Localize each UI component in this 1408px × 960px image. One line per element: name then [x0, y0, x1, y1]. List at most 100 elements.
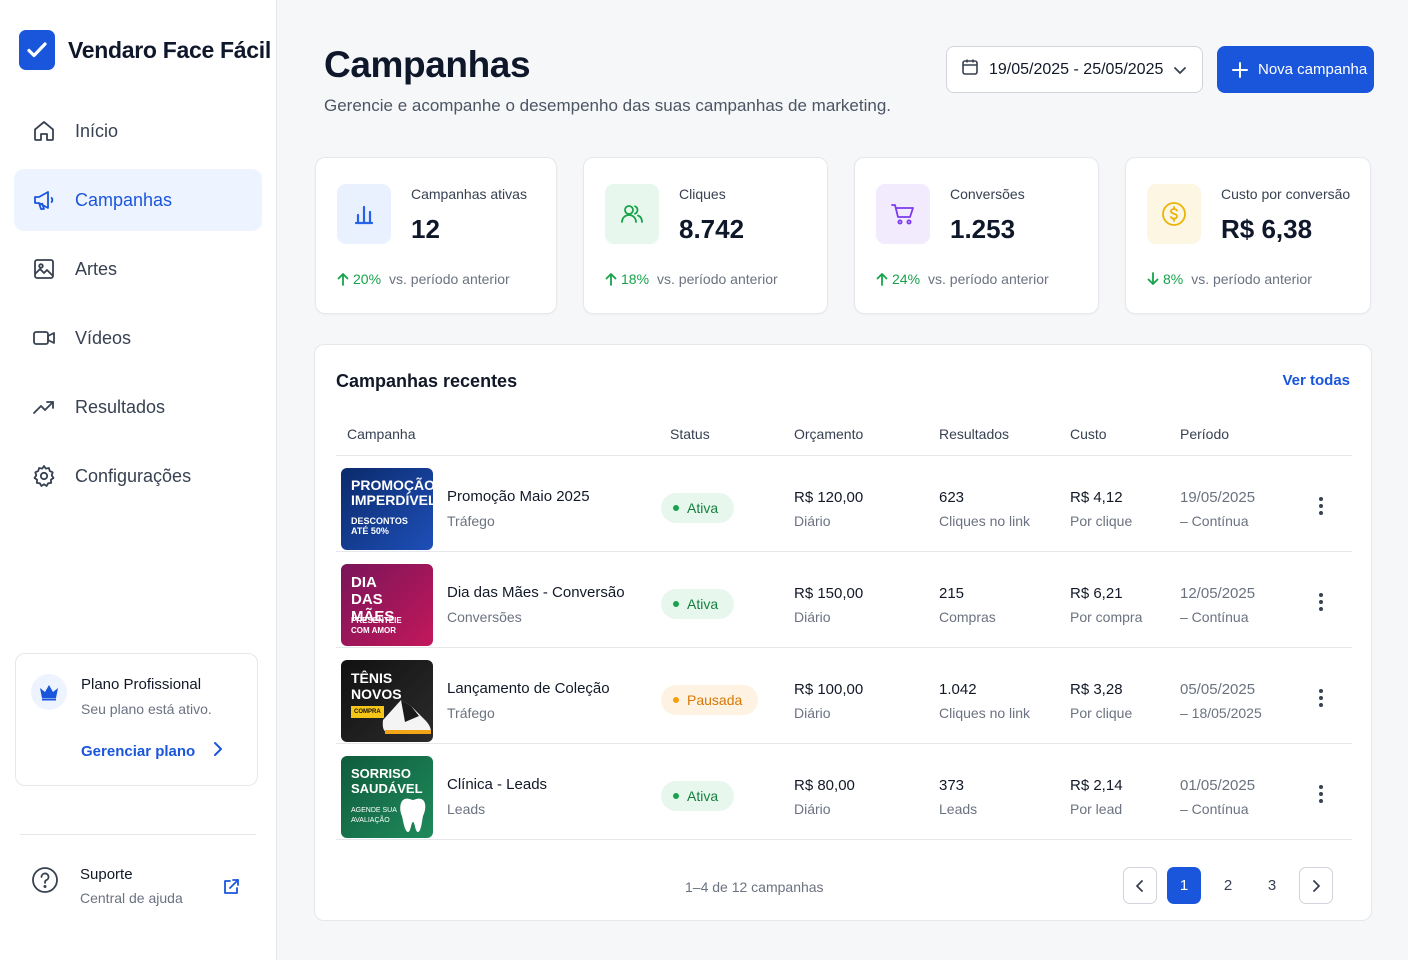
brand-name: Vendaro Face Fácil	[68, 36, 271, 63]
stat-pct: 20%	[353, 271, 382, 287]
trending-up-icon	[32, 395, 56, 419]
thumbnail-subtitle: PRESENTEIE COM AMOR	[351, 616, 402, 635]
status-label: Pausada	[687, 692, 743, 708]
cost-unit: Por compra	[1070, 609, 1143, 625]
cost-unit: Por clique	[1070, 705, 1133, 721]
chevron-right-icon	[1313, 879, 1320, 892]
calendar-icon	[961, 58, 979, 81]
page-button-2[interactable]: 2	[1223, 877, 1233, 894]
status-dot	[673, 505, 679, 511]
campaign-name[interactable]: Dia das Mães - Conversão	[447, 584, 625, 601]
stat-trend: 18% vs. período anterior	[605, 271, 778, 287]
column-header-budget[interactable]: Orçamento	[794, 426, 864, 442]
manage-plan-label: Gerenciar plano	[81, 742, 196, 760]
cost-value: R$ 4,12	[1070, 489, 1123, 506]
stat-pct: 18%	[621, 271, 650, 287]
external-link-icon[interactable]	[222, 878, 240, 901]
stat-value: 8.742	[679, 214, 745, 244]
campaign-name[interactable]: Clínica - Leads	[447, 776, 548, 793]
results-value: 623	[939, 489, 965, 506]
sidebar-item-inicio[interactable]: Início	[14, 100, 262, 162]
stat-label: Conversões	[950, 186, 1025, 202]
prev-page-button[interactable]	[1123, 867, 1157, 904]
more-options-icon[interactable]	[1318, 784, 1324, 809]
support-section[interactable]: Suporte Central de ajuda	[31, 864, 246, 914]
stat-value: 1.253	[950, 214, 1016, 244]
brand[interactable]: Vendaro Face Fácil	[19, 30, 271, 70]
sidebar-nav: Início Campanhas Artes Vídeos Resultados	[14, 100, 262, 514]
video-icon	[32, 326, 56, 350]
next-page-button[interactable]	[1299, 867, 1333, 904]
sidebar-item-videos[interactable]: Vídeos	[14, 307, 262, 369]
campaign-objective: Tráfego	[447, 513, 495, 529]
column-header-period[interactable]: Período	[1180, 426, 1230, 442]
chevron-right-icon	[213, 741, 223, 761]
pagination-summary: 1–4 de 12 campanhas	[685, 879, 824, 895]
manage-plan-link[interactable]: Gerenciar plano	[81, 741, 223, 761]
sidebar: Vendaro Face Fácil Início Campanhas Arte…	[0, 0, 277, 960]
view-all-link[interactable]: Ver todas	[1282, 372, 1350, 389]
page-title: Campanhas	[324, 44, 531, 85]
column-header-cost[interactable]: Custo	[1070, 426, 1107, 442]
campaign-name[interactable]: Promoção Maio 2025	[447, 488, 590, 505]
results-value: 215	[939, 585, 965, 602]
thumbnail-title: TÊNIS NOVOS	[351, 670, 402, 702]
cost-value: R$ 6,21	[1070, 585, 1123, 602]
more-options-icon[interactable]	[1318, 688, 1324, 713]
new-campaign-button[interactable]: Nova campanha	[1217, 46, 1374, 93]
page-button-3[interactable]: 3	[1267, 877, 1277, 894]
budget-value: R$ 100,00	[794, 681, 864, 698]
megaphone-icon	[32, 188, 56, 212]
table-row[interactable]: SORRISO SAUDÁVEL AGENDE SUA AVALIAÇÃO Cl…	[336, 744, 1352, 840]
arrow-up-icon	[605, 273, 617, 286]
status-dot	[673, 697, 679, 703]
table-row[interactable]: TÊNIS NOVOS COMPRA Lançamento de Coleção…	[336, 648, 1352, 744]
column-header-status[interactable]: Status	[670, 426, 710, 442]
status-label: Ativa	[687, 788, 719, 804]
date-range-picker[interactable]: 19/05/2025 - 25/05/2025	[946, 46, 1203, 93]
chevron-down-icon	[1173, 65, 1187, 75]
sneaker-image	[382, 700, 431, 734]
sidebar-item-campanhas[interactable]: Campanhas	[14, 169, 262, 231]
results-type: Cliques no link	[939, 513, 1031, 529]
sidebar-item-artes[interactable]: Artes	[14, 238, 262, 300]
new-campaign-label: Nova campanha	[1258, 61, 1368, 78]
more-options-icon[interactable]	[1318, 496, 1324, 521]
stat-compare: vs. período anterior	[657, 271, 778, 287]
sidebar-item-resultados[interactable]: Resultados	[14, 376, 262, 438]
thumbnail-title: PROMOÇÃO IMPERDÍVEL	[351, 477, 433, 508]
support-title: Suporte	[80, 866, 133, 883]
results-value: 373	[939, 777, 965, 794]
stat-card-clicks: Cliques 8.742 18% vs. período anterior	[583, 157, 828, 314]
page-button-1[interactable]: 1	[1167, 867, 1201, 904]
table-row[interactable]: DIA DAS MÃES PRESENTEIE COM AMOR Dia das…	[336, 552, 1352, 648]
campaign-name[interactable]: Lançamento de Coleção	[447, 680, 610, 697]
column-header-campaign[interactable]: Campanha	[347, 426, 416, 442]
plan-status: Seu plano está ativo.	[81, 701, 212, 717]
period-end: – Contínua	[1180, 609, 1249, 625]
status-badge: Ativa	[661, 781, 735, 811]
column-header-results[interactable]: Resultados	[939, 426, 1010, 442]
period-start: 12/05/2025	[1180, 585, 1256, 602]
campaign-thumbnail: PROMOÇÃO IMPERDÍVEL DESCONTOS ATÉ 50%	[341, 468, 433, 550]
sidebar-item-configuracoes[interactable]: Configurações	[14, 445, 262, 507]
campaign-objective: Tráfego	[447, 705, 495, 721]
recent-campaigns-card: Campanhas recentes Ver todas Campanha St…	[314, 344, 1372, 921]
cost-value: R$ 3,28	[1070, 681, 1123, 698]
status-dot	[673, 601, 679, 607]
table-row[interactable]: PROMOÇÃO IMPERDÍVEL DESCONTOS ATÉ 50% Pr…	[336, 456, 1352, 552]
more-options-icon[interactable]	[1318, 592, 1324, 617]
plan-title: Plano Profissional	[81, 676, 202, 693]
campaign-objective: Leads	[447, 801, 486, 817]
stat-trend: 8% vs. período anterior	[1147, 271, 1312, 287]
stat-value: R$ 6,38	[1221, 214, 1313, 244]
stat-pct: 8%	[1163, 271, 1184, 287]
page-subtitle: Gerencie e acompanhe o desempenho das su…	[324, 96, 892, 115]
period-end: – Contínua	[1180, 801, 1249, 817]
sidebar-item-label: Vídeos	[75, 327, 132, 348]
cost-value: R$ 2,14	[1070, 777, 1123, 794]
status-label: Ativa	[687, 596, 719, 612]
divider	[20, 834, 256, 835]
arrow-up-icon	[876, 273, 888, 286]
thumbnail-title: DIA DAS MÃES	[351, 574, 395, 625]
